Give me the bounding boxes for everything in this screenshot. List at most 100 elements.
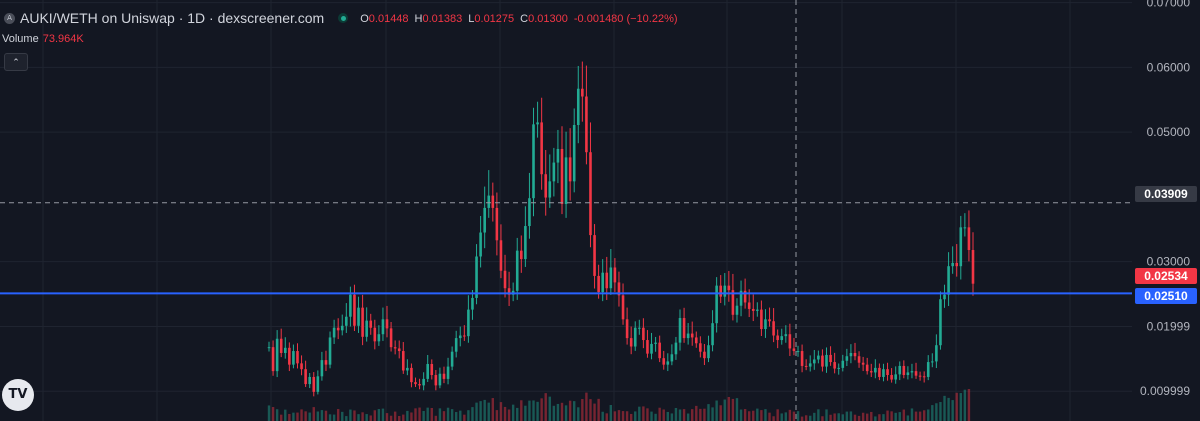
volume-bar xyxy=(902,409,906,421)
symbol-row: A AUKI/WETH on Uniswap · 1D · dexscreene… xyxy=(4,9,684,27)
candle-body xyxy=(935,345,938,362)
volume-bar xyxy=(756,408,759,421)
candle-body xyxy=(369,320,373,328)
candle-body xyxy=(418,384,421,386)
volume-bar xyxy=(271,407,275,421)
volume-bar xyxy=(304,411,307,421)
candle-body xyxy=(699,343,702,352)
volume-bar xyxy=(906,415,910,421)
candle-body xyxy=(894,374,897,380)
volume-bar xyxy=(365,414,368,421)
candle-body xyxy=(739,290,743,306)
volume-bar xyxy=(796,411,800,421)
y-tick-label: 0.05000 xyxy=(1147,125,1191,139)
volume-bar xyxy=(890,411,893,421)
volume-bar xyxy=(715,400,718,421)
candle-body xyxy=(532,124,535,199)
volume-bar xyxy=(475,402,478,421)
candle-body xyxy=(682,318,686,339)
candle-body xyxy=(292,351,295,365)
volume-bar xyxy=(833,413,836,421)
candle-body xyxy=(878,367,881,377)
volume-bar xyxy=(837,413,840,421)
candle-body xyxy=(817,355,820,360)
candle-body xyxy=(381,319,385,335)
candle-body xyxy=(548,181,552,198)
y-tick-label: 0.06000 xyxy=(1147,60,1191,74)
chevron-up-icon[interactable]: ⌃ xyxy=(4,53,28,71)
candle-body xyxy=(406,367,409,371)
volume-bar xyxy=(691,409,694,421)
candle-body xyxy=(914,371,918,376)
volume-bar xyxy=(341,411,344,421)
volume-bar xyxy=(316,411,320,421)
volume-bar xyxy=(585,392,588,421)
candle-body xyxy=(678,318,682,343)
volume-bar xyxy=(959,393,962,421)
candle-body xyxy=(955,262,959,267)
volume-bar xyxy=(678,409,682,421)
volume-bar xyxy=(479,401,482,421)
candle-body xyxy=(438,373,442,386)
candle-body xyxy=(694,337,698,344)
tradingview-logo-icon[interactable]: TV xyxy=(2,379,34,411)
volume-bar xyxy=(772,416,775,421)
ohlc-value: 0.01383 xyxy=(422,13,463,25)
volume-bar xyxy=(438,408,442,421)
candle-body xyxy=(332,327,336,338)
candle-body xyxy=(491,195,495,208)
candle-body xyxy=(625,319,629,339)
volume-bar xyxy=(308,412,311,421)
candle-body xyxy=(922,376,926,378)
volume-bar xyxy=(699,408,702,421)
candle-body xyxy=(890,375,893,380)
crosshair-price-tag: 0.03909 xyxy=(1135,186,1197,202)
candle-body xyxy=(711,323,714,346)
volume-bar xyxy=(463,414,466,421)
candle-body xyxy=(593,235,596,276)
candle-body xyxy=(414,382,417,385)
candle-body xyxy=(515,250,519,291)
candle-body xyxy=(353,294,356,326)
candle-body xyxy=(589,152,592,236)
candle-body xyxy=(650,343,653,354)
volume-bar xyxy=(345,416,348,421)
volume-bar xyxy=(800,416,804,421)
candle-body xyxy=(939,299,942,346)
candle-body xyxy=(674,342,678,355)
candle-body xyxy=(536,122,539,125)
volume-bar xyxy=(695,405,698,421)
candle-body xyxy=(601,272,604,293)
volume-bar xyxy=(634,411,637,421)
candle-body xyxy=(751,308,755,311)
volume-bar xyxy=(951,400,954,421)
chart-title[interactable]: AUKI/WETH on Uniswap · 1D · dexscreener.… xyxy=(20,10,325,26)
candle-body xyxy=(312,376,316,392)
volume-bar xyxy=(332,414,336,421)
candle-body xyxy=(597,275,600,293)
candle-body xyxy=(304,369,307,385)
candle-body xyxy=(654,342,657,344)
volume-bar xyxy=(328,414,332,421)
candle-body xyxy=(544,174,548,198)
volume-bar xyxy=(874,416,877,421)
ohlc-key: C xyxy=(520,13,529,25)
volume-bar xyxy=(414,408,417,421)
candle-body xyxy=(918,375,922,377)
ohlc-value: -0.001480 (−10.22%) xyxy=(573,13,678,25)
candle-body xyxy=(703,351,706,359)
candle-body xyxy=(267,347,271,349)
volume-bar xyxy=(809,415,812,421)
candle-body xyxy=(365,320,368,337)
volume-bar xyxy=(609,405,613,421)
candle-body xyxy=(874,367,877,373)
candle-body xyxy=(772,321,775,336)
candle-body xyxy=(320,360,324,377)
volume-bar xyxy=(483,399,486,421)
volume-bar xyxy=(426,407,429,421)
candle-body xyxy=(931,361,934,363)
candle-body xyxy=(556,148,560,163)
candle-body xyxy=(349,294,352,317)
